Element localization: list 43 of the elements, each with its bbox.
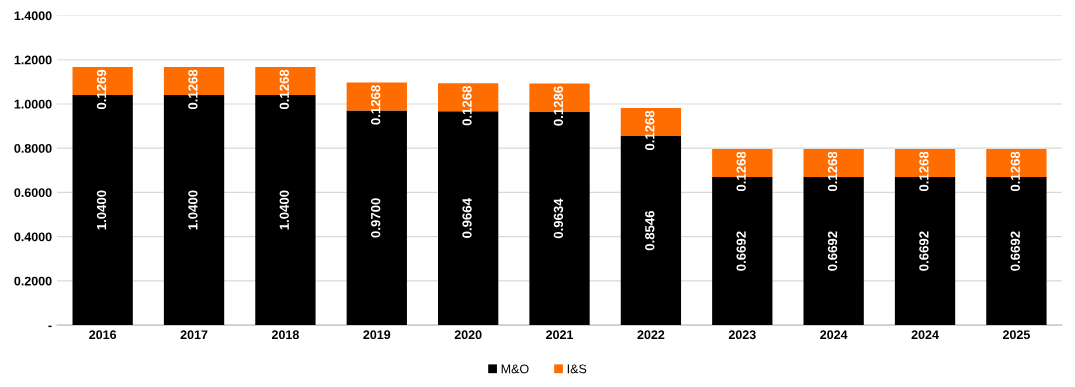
x-tick-label: 2023 [728, 330, 756, 340]
data-label: 0.1268 [645, 110, 655, 151]
legend-label: M&O [501, 364, 529, 374]
data-label: 0.6692 [1010, 231, 1020, 271]
y-tick-label: 1.2000 [14, 55, 52, 65]
data-label: 0.1268 [736, 151, 746, 192]
legend-label: I&S [567, 364, 587, 374]
data-label: 0.1268 [370, 85, 381, 125]
data-label: 0.1268 [919, 151, 929, 192]
y-tick-label: - [48, 325, 52, 328]
data-label: 0.1268 [279, 69, 289, 110]
x-tick-label: 2019 [363, 330, 391, 340]
data-label: 0.1286 [553, 86, 564, 126]
x-tick-label: 2021 [546, 330, 574, 340]
data-label: 0.1269 [96, 69, 107, 110]
data-label: 0.6692 [827, 231, 838, 271]
x-tick-label: 2018 [271, 330, 299, 340]
data-label: 0.1268 [462, 85, 472, 126]
y-tick-label: 0.2000 [14, 276, 52, 286]
y-tick-label: 0.8000 [14, 143, 52, 153]
x-tick-label: 2024 [820, 330, 848, 340]
data-label: 0.8546 [645, 210, 655, 251]
y-tick-label: 0.6000 [14, 188, 52, 198]
x-tick-label: 2016 [89, 330, 117, 340]
data-label: 0.9700 [370, 198, 381, 238]
data-label: 0.9664 [462, 198, 472, 238]
x-tick-label: 2025 [1002, 330, 1030, 340]
y-tick-label: 0.4000 [14, 232, 52, 242]
y-tick-label: 1.4000 [14, 11, 52, 21]
data-label: 0.1268 [827, 151, 838, 192]
data-label: 0.6692 [736, 231, 746, 271]
data-label: 1.0400 [188, 190, 198, 230]
data-label: 1.0400 [279, 190, 289, 230]
x-tick-label: 2022 [637, 330, 665, 340]
data-label: 0.1268 [1010, 151, 1020, 192]
x-tick-label: 2017 [180, 330, 208, 340]
data-label: 0.1268 [188, 69, 198, 110]
y-tick-label: 1.0000 [14, 99, 52, 109]
data-label: 0.6692 [919, 231, 929, 271]
x-tick-label: 2024 [911, 330, 939, 340]
data-label: 1.0400 [96, 190, 107, 230]
x-tick-label: 2020 [454, 330, 482, 340]
data-label: 0.9634 [553, 198, 564, 239]
